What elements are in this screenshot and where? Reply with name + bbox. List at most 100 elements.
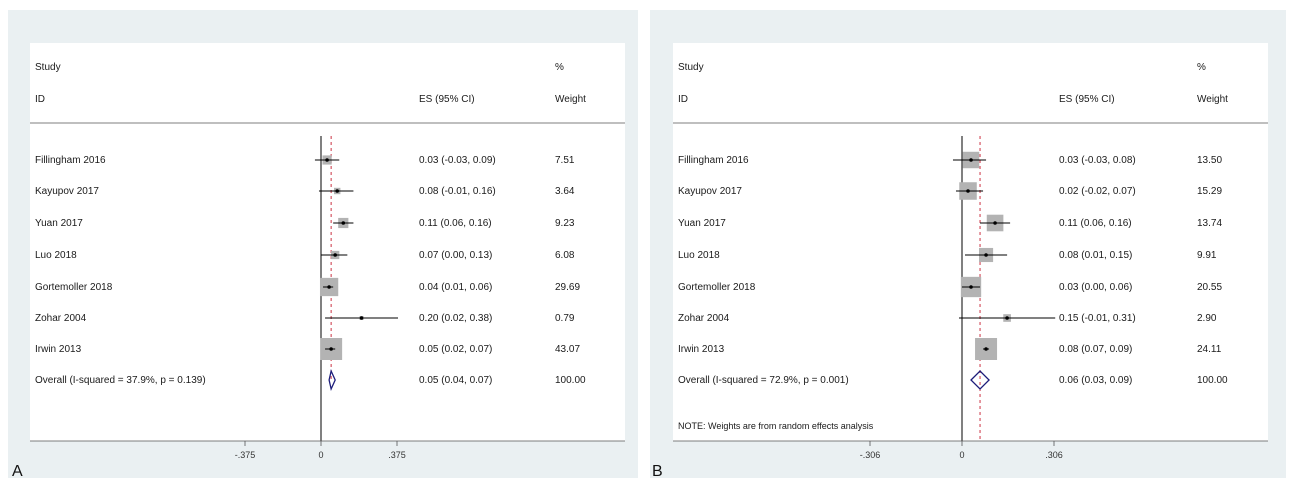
study-point-estimate — [993, 221, 997, 225]
study-row: Fillingham 2016 0.03 (-0.03, 0.08) 13.50 — [678, 155, 1222, 166]
forest-marks — [869, 136, 1056, 446]
study-es-ci: 0.08 (0.07, 0.09) — [1059, 344, 1132, 355]
study-row: Zohar 2004 0.20 (0.02, 0.38) 0.79 — [35, 313, 575, 324]
overall-es-ci: 0.06 (0.03, 0.09) — [1059, 375, 1132, 386]
overall-weight: 100.00 — [1197, 375, 1228, 386]
header-id: ID — [678, 94, 688, 105]
x-tick-label: .375 — [388, 450, 406, 460]
study-row: Fillingham 2016 0.03 (-0.03, 0.09) 7.51 — [35, 155, 575, 166]
overall-diamond — [328, 368, 336, 392]
panel-a-plot-area — [30, 43, 625, 441]
study-point-estimate — [966, 189, 970, 193]
header-weight: Weight — [1197, 94, 1228, 105]
overall-es-ci: 0.05 (0.04, 0.07) — [419, 375, 492, 386]
header-percent: % — [555, 62, 564, 73]
study-weight: 15.29 — [1197, 186, 1222, 197]
forest-plot-panel-a: Study ID ES (95% CI) % Weight Fillingham… — [8, 10, 638, 479]
study-label: Gortemoller 2018 — [35, 282, 113, 293]
study-label: Kayupov 2017 — [678, 186, 742, 197]
header-id: ID — [35, 94, 45, 105]
study-weight: 43.07 — [555, 344, 580, 355]
study-weight: 24.11 — [1197, 344, 1222, 355]
study-label: Irwin 2013 — [35, 344, 82, 355]
study-row: Gortemoller 2018 0.03 (0.00, 0.06) 20.55 — [678, 282, 1222, 293]
study-label: Yuan 2017 — [35, 218, 83, 229]
study-weight: 9.91 — [1197, 250, 1217, 261]
study-row: Gortemoller 2018 0.04 (0.01, 0.06) 29.69 — [35, 282, 580, 293]
study-point-estimate — [969, 285, 973, 289]
study-es-ci: 0.15 (-0.01, 0.31) — [1059, 313, 1136, 324]
study-es-ci: 0.03 (0.00, 0.06) — [1059, 282, 1132, 293]
overall-row: Overall (I-squared = 72.9%, p = 0.001) 0… — [678, 375, 1228, 386]
study-row: Yuan 2017 0.11 (0.06, 0.16) 9.23 — [35, 218, 575, 229]
overall-weight: 100.00 — [555, 375, 586, 386]
overall-diamond — [970, 370, 990, 390]
study-label: Gortemoller 2018 — [678, 282, 756, 293]
study-label: Zohar 2004 — [678, 313, 730, 324]
study-point-estimate — [969, 158, 973, 162]
forest-marks — [244, 136, 399, 446]
study-es-ci: 0.08 (-0.01, 0.16) — [419, 186, 496, 197]
study-weight: 3.64 — [555, 186, 575, 197]
study-point-estimate — [325, 158, 329, 162]
header-percent: % — [1197, 62, 1206, 73]
study-label: Fillingham 2016 — [35, 155, 106, 166]
study-point-estimate — [1005, 316, 1009, 320]
overall-label: Overall (I-squared = 37.9%, p = 0.139) — [35, 375, 206, 386]
study-label: Luo 2018 — [678, 250, 720, 261]
study-weight: 29.69 — [555, 282, 580, 293]
study-point-estimate — [341, 221, 346, 225]
x-tick-label: 0 — [959, 450, 964, 460]
study-point-estimate — [984, 347, 988, 351]
overall-label: Overall (I-squared = 72.9%, p = 0.001) — [678, 375, 849, 386]
study-es-ci: 0.04 (0.01, 0.06) — [419, 282, 492, 293]
x-tick-label: .306 — [1045, 450, 1063, 460]
header-es-ci: ES (95% CI) — [1059, 94, 1115, 105]
study-label: Irwin 2013 — [678, 344, 725, 355]
panel-letter: B — [652, 463, 663, 479]
study-es-ci: 0.02 (-0.02, 0.07) — [1059, 186, 1136, 197]
study-es-ci: 0.07 (0.00, 0.13) — [419, 250, 492, 261]
study-row: Irwin 2013 0.08 (0.07, 0.09) 24.11 — [678, 344, 1222, 355]
study-es-ci: 0.08 (0.01, 0.15) — [1059, 250, 1132, 261]
panel-b-plot-area — [673, 43, 1268, 441]
x-tick-label: -.375 — [235, 450, 256, 460]
study-es-ci: 0.03 (-0.03, 0.08) — [1059, 155, 1136, 166]
study-es-ci: 0.05 (0.02, 0.07) — [419, 344, 492, 355]
study-label: Fillingham 2016 — [678, 155, 749, 166]
study-point-estimate — [359, 316, 364, 320]
study-weight: 9.23 — [555, 218, 575, 229]
study-row: Luo 2018 0.08 (0.01, 0.15) 9.91 — [678, 250, 1217, 261]
forest-plot-panel-b: Study ID ES (95% CI) % Weight Fillingham… — [650, 10, 1286, 479]
study-point-estimate — [335, 189, 340, 193]
header-es-ci: ES (95% CI) — [419, 94, 475, 105]
study-row: Yuan 2017 0.11 (0.06, 0.16) 13.74 — [678, 218, 1222, 229]
study-row: Kayupov 2017 0.08 (-0.01, 0.16) 3.64 — [35, 186, 575, 197]
overall-row: Overall (I-squared = 37.9%, p = 0.139) 0… — [35, 375, 586, 386]
study-weight: 7.51 — [555, 155, 575, 166]
study-weight: 13.50 — [1197, 155, 1222, 166]
study-es-ci: 0.11 (0.06, 0.16) — [1059, 218, 1132, 229]
study-row: Kayupov 2017 0.02 (-0.02, 0.07) 15.29 — [678, 186, 1222, 197]
header-study: Study — [35, 62, 61, 73]
study-row: Irwin 2013 0.05 (0.02, 0.07) 43.07 — [35, 344, 580, 355]
study-point-estimate — [333, 253, 337, 257]
header-study: Study — [678, 62, 704, 73]
study-weight: 13.74 — [1197, 218, 1222, 229]
study-weight: 0.79 — [555, 313, 575, 324]
study-point-estimate — [329, 347, 333, 351]
study-weight: 6.08 — [555, 250, 575, 261]
study-row: Zohar 2004 0.15 (-0.01, 0.31) 2.90 — [678, 313, 1217, 324]
study-label: Kayupov 2017 — [35, 186, 99, 197]
x-tick-label: 0 — [318, 450, 323, 460]
x-tick-label: -.306 — [860, 450, 881, 460]
study-es-ci: 0.11 (0.06, 0.16) — [419, 218, 492, 229]
random-effects-note: NOTE: Weights are from random effects an… — [678, 421, 874, 431]
header-weight: Weight — [555, 94, 586, 105]
panel-letter: A — [12, 463, 23, 479]
study-point-estimate — [984, 253, 988, 257]
study-label: Zohar 2004 — [35, 313, 87, 324]
study-weight: 20.55 — [1197, 282, 1222, 293]
study-es-ci: 0.03 (-0.03, 0.09) — [419, 155, 496, 166]
